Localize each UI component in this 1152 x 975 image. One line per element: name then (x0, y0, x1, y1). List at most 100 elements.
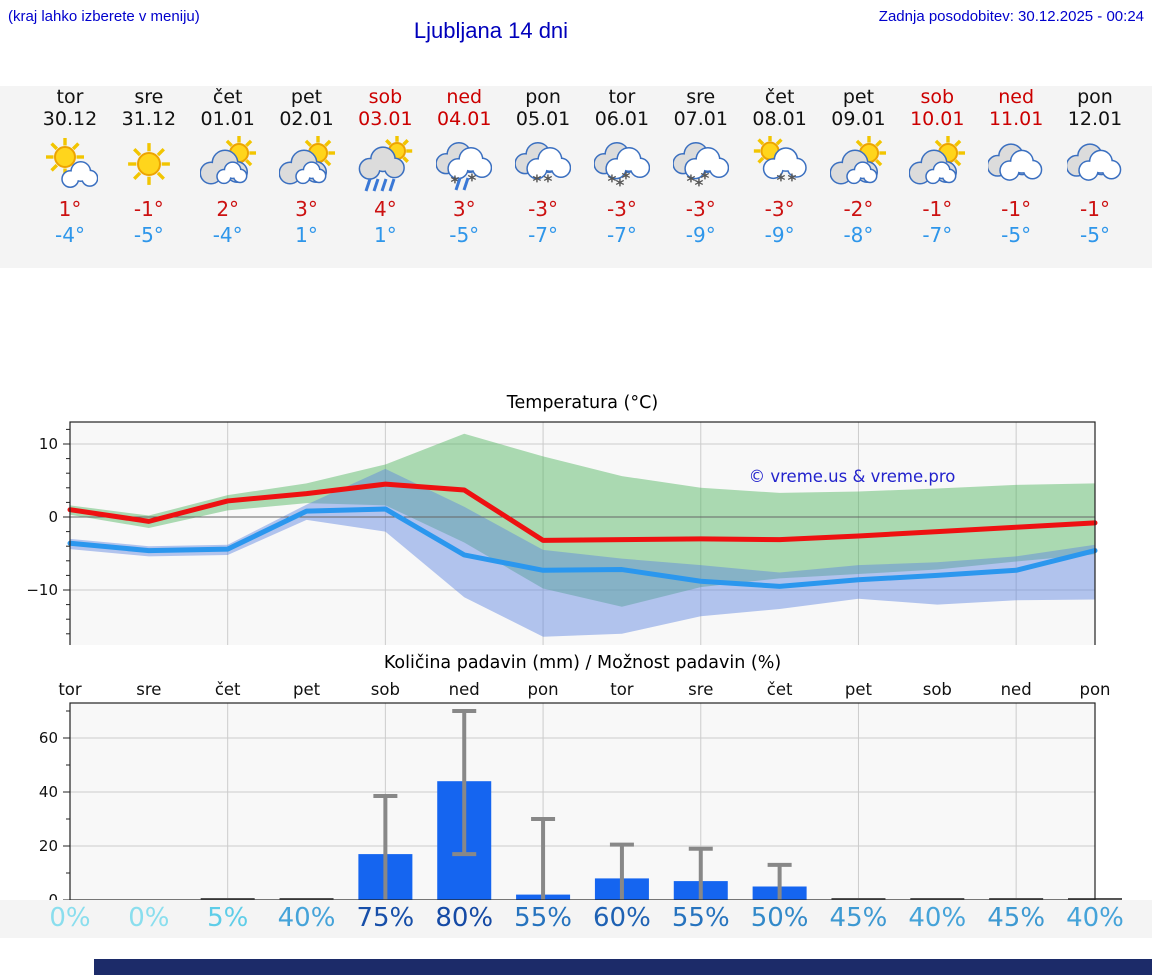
day-label: sre (136, 680, 161, 699)
temperature-chart: 10 0 −10 Temperatura (°C) © vreme.us & vreme… (26, 393, 1098, 645)
weather-icon-sun-small-cloud (46, 138, 99, 188)
day-column: tor 30.12 1° -4° (29, 86, 111, 248)
day-label: sob (923, 680, 952, 699)
svg-text:*: * (615, 176, 624, 192)
svg-text:*: * (468, 171, 477, 191)
low-temp: -7° (922, 223, 953, 247)
day-label: čet (767, 680, 793, 699)
day-name: čet (764, 86, 795, 108)
precip-bar-trace (279, 898, 334, 900)
weather-icon-clouds-snow-3: * ** (672, 141, 729, 196)
y-tick-label: 0 (48, 508, 58, 526)
weather-icon-clouds (986, 143, 1043, 181)
day-name: tor (56, 86, 84, 108)
day-icon-cell (1054, 136, 1136, 194)
day-date: 05.01 (515, 108, 571, 130)
low-temp: -4° (55, 223, 85, 247)
day-label: čet (215, 680, 241, 699)
high-temp: -1° (922, 197, 953, 221)
high-temp: -3° (685, 197, 716, 221)
day-icon-cell: * * (423, 136, 505, 194)
day-label: ned (1001, 680, 1032, 699)
weather-icon-cloud-sun (829, 135, 887, 185)
day-date: 07.01 (673, 108, 728, 130)
day-date: 06.01 (594, 108, 650, 130)
low-temp: -9° (764, 223, 795, 247)
series-line-tmin (67, 506, 1098, 589)
weather-icon-sun-cloud-snow: * * (753, 134, 807, 191)
y-tick-label: 40 (39, 783, 58, 801)
header-note: (kraj lahko izberete v meniju) (8, 8, 200, 25)
precip-bar-trace (989, 898, 1044, 900)
low-temp: -7° (606, 223, 637, 247)
weather-icon-cloud-sun-rain (359, 135, 413, 192)
precip-probability: 80% (435, 903, 494, 933)
low-temp: 1° (295, 223, 318, 247)
precip-probability: 45% (829, 903, 888, 933)
low-temp: -5° (1001, 223, 1032, 247)
day-icon-cell (29, 136, 111, 194)
day-column: pet 02.01 3° 1° (266, 86, 348, 248)
day-date: 11.01 (988, 108, 1044, 130)
precip-probability: 45% (987, 903, 1046, 933)
day-date: 04.01 (437, 108, 492, 130)
low-temp: -4° (212, 223, 243, 247)
precip-probability: 50% (750, 903, 809, 933)
day-column: sre 07.01 * * * -3° -9° (660, 86, 742, 248)
precip-probability: 75% (356, 903, 415, 933)
day-column: ned 04.01 * * 3° -5° (423, 86, 505, 248)
weather-icon-clouds (1065, 143, 1122, 181)
day-name: sre (134, 86, 164, 108)
high-temp: 3° (452, 197, 476, 221)
day-date: 08.01 (752, 108, 807, 130)
day-column: ned 11.01 -1° -5° (975, 86, 1057, 248)
day-icon-cell (817, 135, 899, 194)
precip-probability: 40% (277, 903, 336, 933)
high-temp: -1° (1001, 197, 1032, 221)
day-date: 02.01 (279, 108, 334, 130)
day-date: 01.01 (200, 108, 255, 130)
day-column: čet 01.01 2° -4° (187, 86, 269, 248)
last-updated: Zadnja posodobitev: 30.12.2025 - 00:24 (878, 8, 1144, 25)
day-name: pon (1077, 86, 1113, 108)
day-label: pon (528, 680, 559, 699)
day-label: sob (371, 680, 400, 699)
day-date: 09.01 (831, 108, 886, 130)
day-column: sre 31.12 -1° -5° (108, 86, 190, 248)
low-temp: -8° (843, 223, 874, 247)
chart-watermark[interactable]: © vreme.us & vreme.pro (749, 467, 956, 486)
day-date: 30.12 (42, 108, 98, 130)
day-column: pet 09.01 -2° -8° (817, 86, 899, 248)
precip-probability: 55% (671, 903, 730, 933)
precip-probability: 40% (1066, 903, 1124, 933)
day-column: pon 12.01 -1° -5° (1054, 86, 1136, 248)
day-name: čet (212, 86, 243, 108)
day-name: tor (608, 86, 636, 108)
precip-bar-trace (831, 898, 886, 900)
high-temp: -3° (764, 197, 795, 221)
weather-icon-clouds-rain-snow: * * (435, 141, 493, 193)
day-label: tor (610, 680, 634, 699)
low-temp: -7° (528, 223, 559, 247)
precip-probability: 40% (908, 903, 967, 933)
low-temp: -9° (685, 223, 716, 247)
svg-text:*: * (694, 176, 703, 192)
day-column: tor 06.01 * * * -3° -7° (581, 86, 663, 248)
high-temp: 4° (374, 197, 397, 221)
page-title: Ljubljana 14 dni (413, 18, 569, 43)
precip-probability: 0% (49, 903, 91, 933)
svg-text:*: * (776, 171, 785, 191)
weather-icon-cloud-sun (908, 135, 966, 185)
precip-bar-trace (910, 898, 965, 900)
low-temp: 1° (374, 223, 397, 247)
precipitation-chart: 0 20 40 60 tor sre čet pet sob ned pon tor sre čet pet… (39, 653, 1122, 903)
precip-probability: 60% (593, 903, 651, 933)
day-label: ned (449, 680, 480, 699)
day-date: 12.01 (1067, 108, 1123, 130)
svg-text:*: * (451, 173, 460, 192)
day-icon-cell: * * (739, 134, 821, 194)
band-tmax-range (70, 433, 1095, 607)
low-temp: -5° (449, 223, 480, 247)
y-tick-label: 0 (48, 891, 58, 903)
